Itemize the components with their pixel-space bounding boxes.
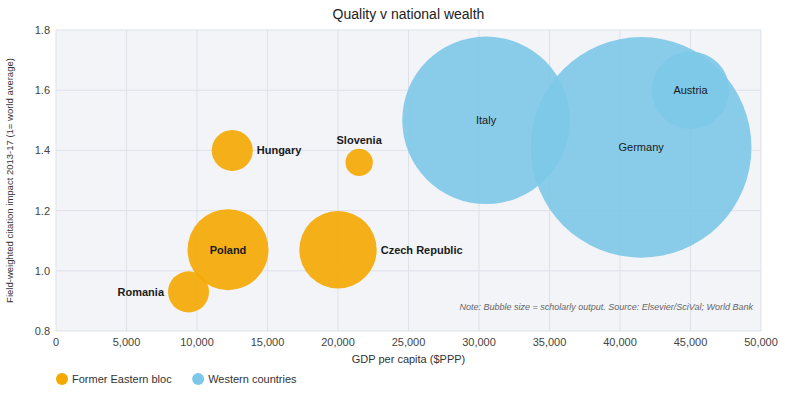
x-grid-line <box>761 30 762 331</box>
y-grid-line <box>56 331 761 332</box>
title: Quality v national wealth <box>333 6 485 22</box>
y-tick-label: 1.6 <box>35 84 50 96</box>
x-grid-line <box>408 30 409 331</box>
y-tick-label: 1.4 <box>35 144 50 156</box>
bubbles <box>168 37 751 313</box>
x-tick-label: 35,000 <box>533 336 567 348</box>
x-tick-label: 20,000 <box>321 336 355 348</box>
y-grid-line <box>56 30 761 31</box>
point-label: Poland <box>210 244 247 256</box>
x-tick-label: 30,000 <box>462 336 496 348</box>
point-label: Italy <box>476 114 497 126</box>
note: Note: Bubble size = scholarly output. So… <box>459 302 753 312</box>
x-tick-label: 0 <box>53 336 59 348</box>
bubble <box>188 209 269 290</box>
point-label: Austria <box>673 84 708 96</box>
point-label: Romania <box>118 286 165 298</box>
chart: 0 5,000 10,000 15,000 20,000 25,000 30,000 35,0… <box>0 0 785 397</box>
x-tick-label: 5,000 <box>113 336 141 348</box>
point-label: Germany <box>619 141 665 153</box>
x-tick-label: 25,000 <box>392 336 426 348</box>
x-tick-label: 45,000 <box>674 336 708 348</box>
point-label: Hungary <box>257 144 303 156</box>
bubble <box>299 211 376 288</box>
x-axis-label: GDP per capita ($PPP) <box>352 353 466 365</box>
x-grid-line <box>56 30 57 331</box>
x-tick-label: 50,000 <box>744 336 778 348</box>
legend-label: Former Eastern bloc <box>72 373 172 385</box>
legend-label: Western countries <box>208 373 297 385</box>
legend-swatch <box>56 373 68 385</box>
y-tick-label: 1.2 <box>35 205 50 217</box>
bubble <box>531 37 752 258</box>
point-label: Slovenia <box>337 134 383 146</box>
x-tick-label: 10,000 <box>180 336 214 348</box>
legend-swatch <box>192 373 204 385</box>
y-tick-label: 1.0 <box>35 265 50 277</box>
y-tick-label: 0.8 <box>35 325 50 337</box>
plot-background <box>56 30 761 331</box>
point-labels: Germany Italy Poland Austria Czech Republic R… <box>118 84 709 298</box>
bubble <box>652 52 729 129</box>
grid <box>56 30 761 331</box>
legend: Former Eastern bloc Western countries <box>56 373 297 385</box>
x-tick-label: 40,000 <box>603 336 637 348</box>
bubble <box>345 149 372 176</box>
y-tick-label: 1.8 <box>35 24 50 36</box>
bubble <box>212 130 253 171</box>
point-label: Czech Republic <box>381 244 463 256</box>
x-grid-line <box>267 30 268 331</box>
y-grid-line <box>56 270 761 271</box>
x-tick-label: 15,000 <box>251 336 285 348</box>
y-axis-label: Field-weighted citation impact 2013-17 (… <box>4 58 15 303</box>
